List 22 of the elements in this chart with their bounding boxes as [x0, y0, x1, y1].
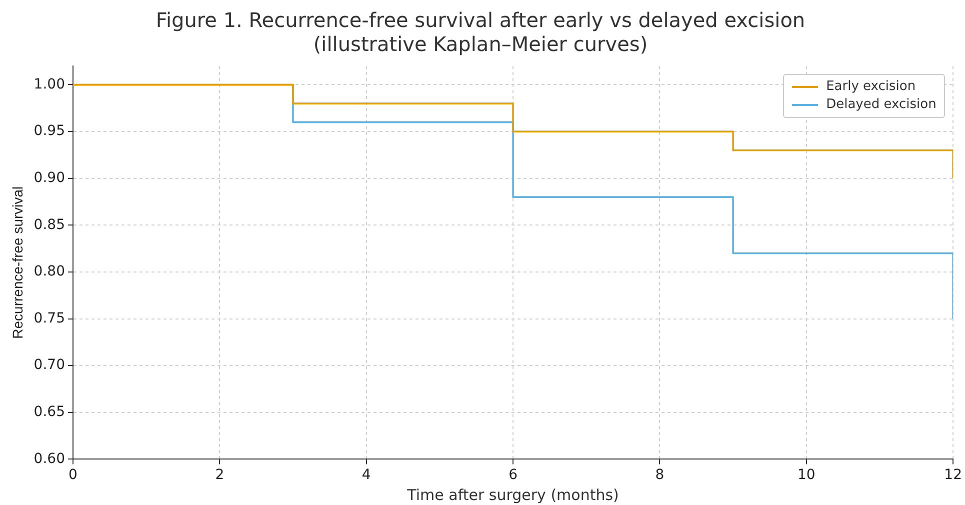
x-axis-title: Time after surgery (months) — [406, 486, 619, 504]
y-tick-label: 1.00 — [34, 76, 65, 92]
legend-label: Early excision — [826, 78, 916, 96]
y-axis-title: Recurrence-free survival — [9, 186, 26, 339]
y-tick-label: 0.60 — [34, 450, 65, 467]
x-tick-label: 4 — [362, 467, 371, 484]
legend-label: Delayed excision — [826, 96, 936, 114]
x-tick-label: 8 — [655, 467, 664, 484]
y-tick-label: 0.65 — [34, 404, 65, 420]
y-tick-label: 0.70 — [34, 357, 65, 374]
x-tick-label: 12 — [944, 467, 962, 484]
x-tick-label: 2 — [215, 467, 224, 484]
chart-title: Figure 1. Recurrence-free survival after early vs delayed excision — [156, 8, 806, 32]
y-tick-label: 0.95 — [34, 123, 65, 140]
y-tick-label: 0.85 — [34, 216, 65, 233]
x-tick-label: 10 — [797, 467, 816, 484]
x-tick-label: 0 — [68, 467, 78, 484]
y-tick-label: 0.75 — [34, 310, 65, 326]
y-tick-label: 0.80 — [34, 264, 65, 280]
x-tick-label: 6 — [508, 467, 518, 484]
y-tick-label: 0.90 — [34, 170, 65, 186]
chart-subtitle: (illustrative Kaplan–Meier curves) — [313, 32, 648, 56]
